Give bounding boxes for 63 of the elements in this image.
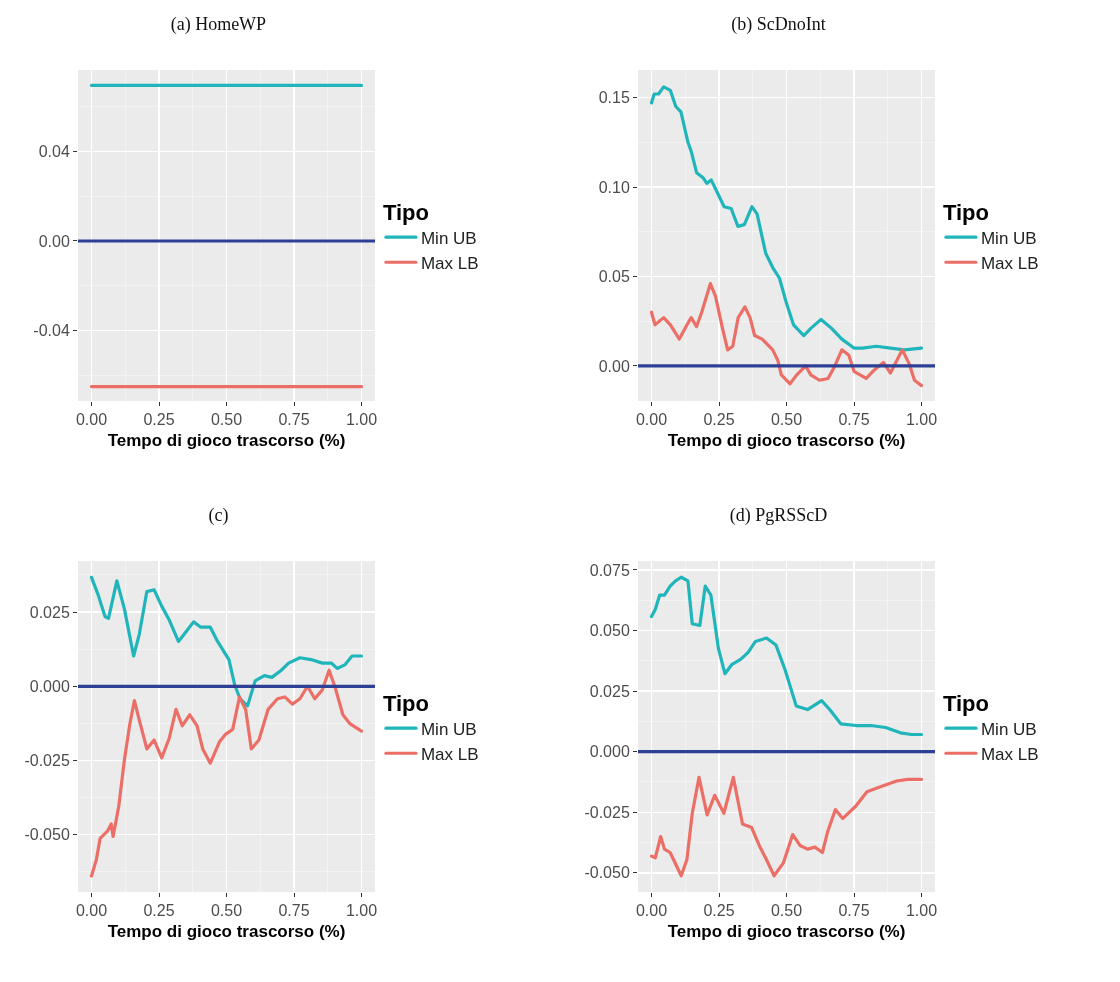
x-tick-label: 0.25 [143,411,175,429]
x-tick-label: 0.00 [75,411,108,429]
legend-label: Min UB [980,719,1037,739]
legend-label: Max LB [980,253,1039,273]
x-tick-label: 0.75 [838,411,870,429]
y-tick-label: 0.10 [598,178,630,196]
line-series [649,282,924,388]
legend-label: Min UB [980,228,1037,248]
x-tick-label: 1.00 [345,902,378,920]
legend-title: Tipo [942,690,989,716]
x-axis-title: Tempo di gioco trascorso (%) [107,430,346,450]
legend-label: Max LB [420,253,479,273]
x-tick-label: 0.25 [143,902,175,920]
y-tick-label: 0.025 [29,603,70,621]
y-tick-label: 0.050 [589,622,630,640]
x-tick-label: 0.50 [770,902,803,920]
x-tick-label: 0.75 [838,902,870,920]
x-axis-title: Tempo di gioco trascorso (%) [107,921,346,941]
chart-title: (b) ScDnoInt [731,13,826,35]
y-tick-label: 0.00 [38,232,70,250]
x-tick-label: 0.00 [75,902,108,920]
x-tick-label: 0.25 [703,902,735,920]
chart-title: (d) PgRSScD [729,504,828,526]
chart-title: (a) HomeWP [170,13,267,35]
x-tick-label: 0.50 [770,411,803,429]
y-tick-label: 0.025 [589,682,630,700]
x-tick-label: 0.00 [635,902,668,920]
y-tick-label: 0.04 [38,142,70,160]
line-series [649,85,924,352]
line-series [649,775,924,878]
x-tick-label: 0.50 [210,902,243,920]
x-tick-label: 0.75 [278,411,310,429]
legend-title: Tipo [382,199,429,225]
y-tick-label: 0.00 [598,357,630,375]
legend-label: Min UB [420,719,477,739]
legend-title: Tipo [382,690,429,716]
y-tick-label: -0.025 [584,803,630,821]
y-tick-label: 0.075 [589,561,630,579]
line-series [649,575,924,737]
y-tick-label: -0.025 [24,752,70,770]
y-tick-label: 0.000 [29,677,70,695]
y-tick-label: 0.000 [589,743,630,761]
x-tick-label: 1.00 [345,411,378,429]
y-tick-label: 0.15 [598,89,630,107]
x-tick-label: 0.75 [278,902,310,920]
y-tick-label: 0.05 [598,268,630,286]
legend-label: Max LB [420,744,479,764]
x-tick-label: 1.00 [905,902,938,920]
x-tick-label: 0.00 [635,411,668,429]
legend-label: Min UB [420,228,477,248]
y-tick-label: -0.050 [584,864,630,882]
line-series [89,575,364,708]
chart-title: (c) [208,504,229,526]
x-tick-label: 0.25 [703,411,735,429]
x-tick-label: 0.50 [210,411,243,429]
legend-label: Max LB [980,744,1039,764]
x-tick-label: 1.00 [905,411,938,429]
legend-title: Tipo [942,199,989,225]
y-tick-label: -0.050 [24,826,70,844]
x-axis-title: Tempo di gioco trascorso (%) [667,430,906,450]
y-tick-label: -0.04 [33,322,70,340]
line-series [89,668,364,878]
x-axis-title: Tempo di gioco trascorso (%) [667,921,906,941]
